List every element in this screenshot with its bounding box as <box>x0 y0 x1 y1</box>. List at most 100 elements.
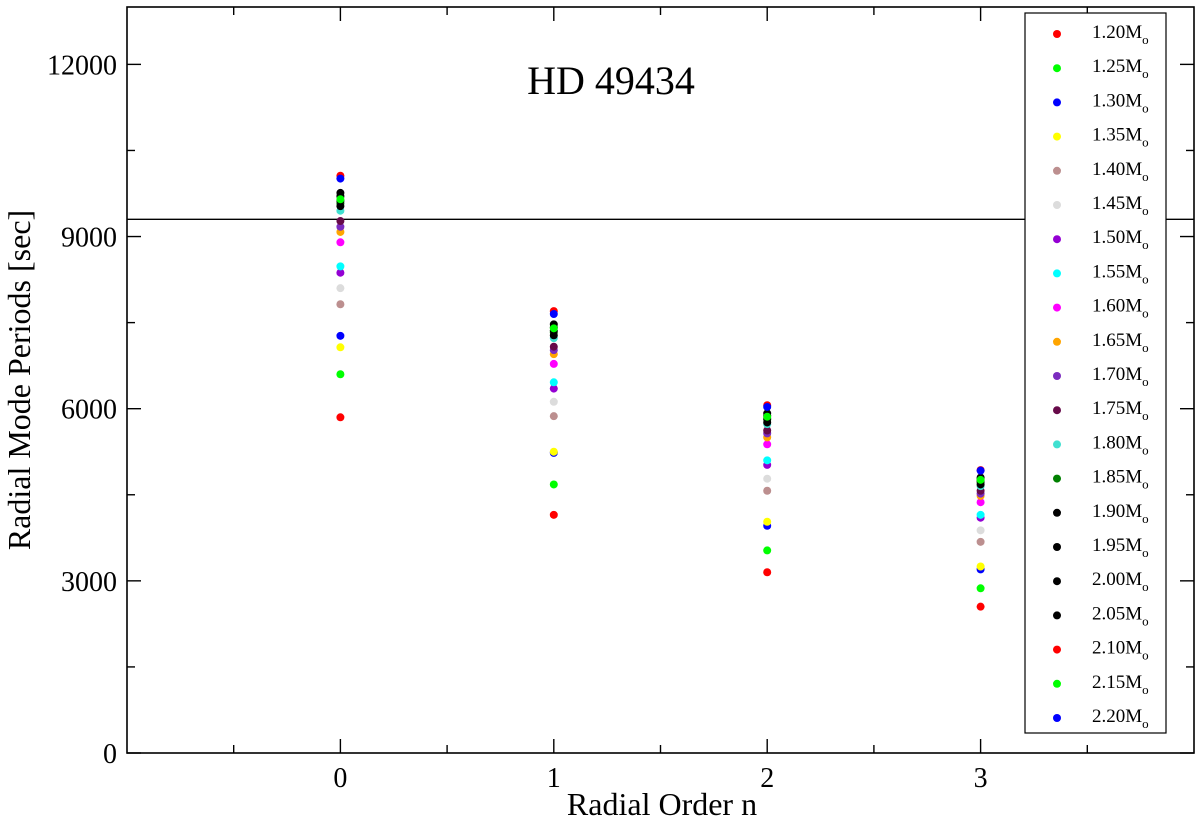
legend-label: 1.70Mo <box>1092 364 1149 389</box>
data-point <box>763 568 772 577</box>
x-tick-label: 0 <box>333 763 347 794</box>
legend-label: 1.65Mo <box>1092 330 1149 355</box>
legend-marker <box>1053 337 1061 346</box>
plot-frame <box>126 6 1195 754</box>
data-point <box>549 359 558 368</box>
legend-label: 1.30Mo <box>1092 90 1149 115</box>
legend-label: 2.15Mo <box>1092 672 1149 697</box>
legend-label: 1.90Mo <box>1092 501 1149 526</box>
data-point <box>336 188 345 197</box>
x-tick-label: 3 <box>974 763 988 794</box>
data-point <box>336 413 345 422</box>
data-point <box>549 378 558 387</box>
data-point <box>549 447 558 456</box>
axis-ticks <box>127 7 1194 754</box>
data-point <box>976 526 985 535</box>
data-point <box>763 546 772 555</box>
legend-label: 2.20Mo <box>1092 706 1149 731</box>
legend-label: 1.50Mo <box>1092 227 1149 252</box>
data-points <box>336 171 985 611</box>
legend-marker <box>1053 543 1061 551</box>
x-tick-label: 1 <box>547 763 561 794</box>
legend-marker <box>1053 714 1061 722</box>
data-point <box>976 537 985 546</box>
data-point <box>549 480 558 489</box>
chart-title: HD 49434 <box>527 58 695 103</box>
legend-marker <box>1053 269 1061 278</box>
legend-label: 1.55Mo <box>1092 261 1149 286</box>
legend-marker <box>1053 98 1061 107</box>
data-point <box>763 412 772 421</box>
legend-box <box>1024 12 1167 734</box>
legend-marker <box>1053 508 1061 517</box>
data-point <box>336 238 345 247</box>
data-point <box>549 510 558 519</box>
legend-marker <box>1053 474 1061 483</box>
legend-marker <box>1053 201 1061 209</box>
data-point <box>336 195 345 204</box>
data-point <box>549 397 558 406</box>
y-tick-label: 0 <box>103 739 117 770</box>
y-tick-label: 12000 <box>47 50 117 81</box>
y-tick-labels: 0 3000 6000 9000 12000 <box>47 50 117 770</box>
legend-marker <box>1053 303 1061 312</box>
legend-marker <box>1053 132 1061 141</box>
y-axis-label: Radial Mode Periods [sec] <box>1 210 37 550</box>
data-point <box>763 456 772 465</box>
data-point <box>336 370 345 379</box>
data-point <box>976 602 985 611</box>
legend-label: 1.45Mo <box>1092 193 1149 218</box>
legend-marker <box>1053 645 1061 654</box>
legend: 1.20Mo 1.25Mo 1.30Mo 1.35Mo 1.40Mo 1.45Mo 1.50… <box>1024 12 1167 734</box>
legend-label: 1.35Mo <box>1092 125 1149 150</box>
data-point <box>549 324 558 333</box>
data-point <box>976 475 985 484</box>
legend-marker <box>1053 611 1061 620</box>
data-point <box>549 342 558 351</box>
data-point <box>976 466 985 475</box>
legend-marker <box>1053 679 1061 688</box>
legend-marker <box>1053 30 1061 38</box>
legend-marker <box>1053 406 1061 415</box>
legend-label: 1.25Mo <box>1092 56 1149 81</box>
data-point <box>763 486 772 495</box>
y-tick-label: 9000 <box>61 223 117 254</box>
legend-marker <box>1053 64 1061 73</box>
legend-label: 1.75Mo <box>1092 398 1149 423</box>
data-point <box>336 343 345 352</box>
data-point <box>976 562 985 571</box>
data-point <box>763 474 772 483</box>
data-point <box>976 584 985 593</box>
data-point <box>549 310 558 319</box>
legend-marker <box>1053 166 1061 175</box>
x-tick-label: 2 <box>760 763 774 794</box>
data-point <box>763 440 772 449</box>
data-point <box>976 510 985 519</box>
data-point <box>336 284 345 293</box>
data-point <box>336 300 345 309</box>
data-point <box>763 426 772 435</box>
data-point <box>976 498 985 507</box>
legend-label: 1.20Mo <box>1092 22 1149 47</box>
legend-label: 2.05Mo <box>1092 603 1149 628</box>
data-point <box>336 222 345 231</box>
data-point <box>336 262 345 271</box>
legend-marker <box>1053 577 1061 586</box>
data-point <box>336 331 345 340</box>
legend-label: 1.60Mo <box>1092 296 1149 321</box>
legend-label: 1.95Mo <box>1092 535 1149 560</box>
y-tick-label: 6000 <box>61 395 117 426</box>
legend-label: 2.00Mo <box>1092 569 1149 594</box>
data-point <box>549 384 558 393</box>
legend-label: 1.85Mo <box>1092 467 1149 492</box>
y-tick-label: 3000 <box>61 567 117 598</box>
data-point <box>336 174 345 183</box>
data-point <box>336 217 345 226</box>
legend-label: 1.40Mo <box>1092 159 1149 184</box>
data-point <box>763 402 772 411</box>
data-point <box>549 412 558 421</box>
data-point <box>763 517 772 526</box>
legend-label: 2.10Mo <box>1092 638 1149 663</box>
legend-label: 1.80Mo <box>1092 432 1149 457</box>
